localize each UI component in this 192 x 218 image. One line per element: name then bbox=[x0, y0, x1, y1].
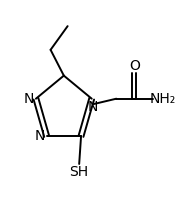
Text: N: N bbox=[34, 129, 45, 143]
Text: N: N bbox=[88, 100, 98, 114]
Text: NH₂: NH₂ bbox=[150, 92, 176, 106]
Text: O: O bbox=[129, 59, 140, 73]
Text: SH: SH bbox=[70, 165, 89, 179]
Text: N: N bbox=[24, 92, 34, 106]
